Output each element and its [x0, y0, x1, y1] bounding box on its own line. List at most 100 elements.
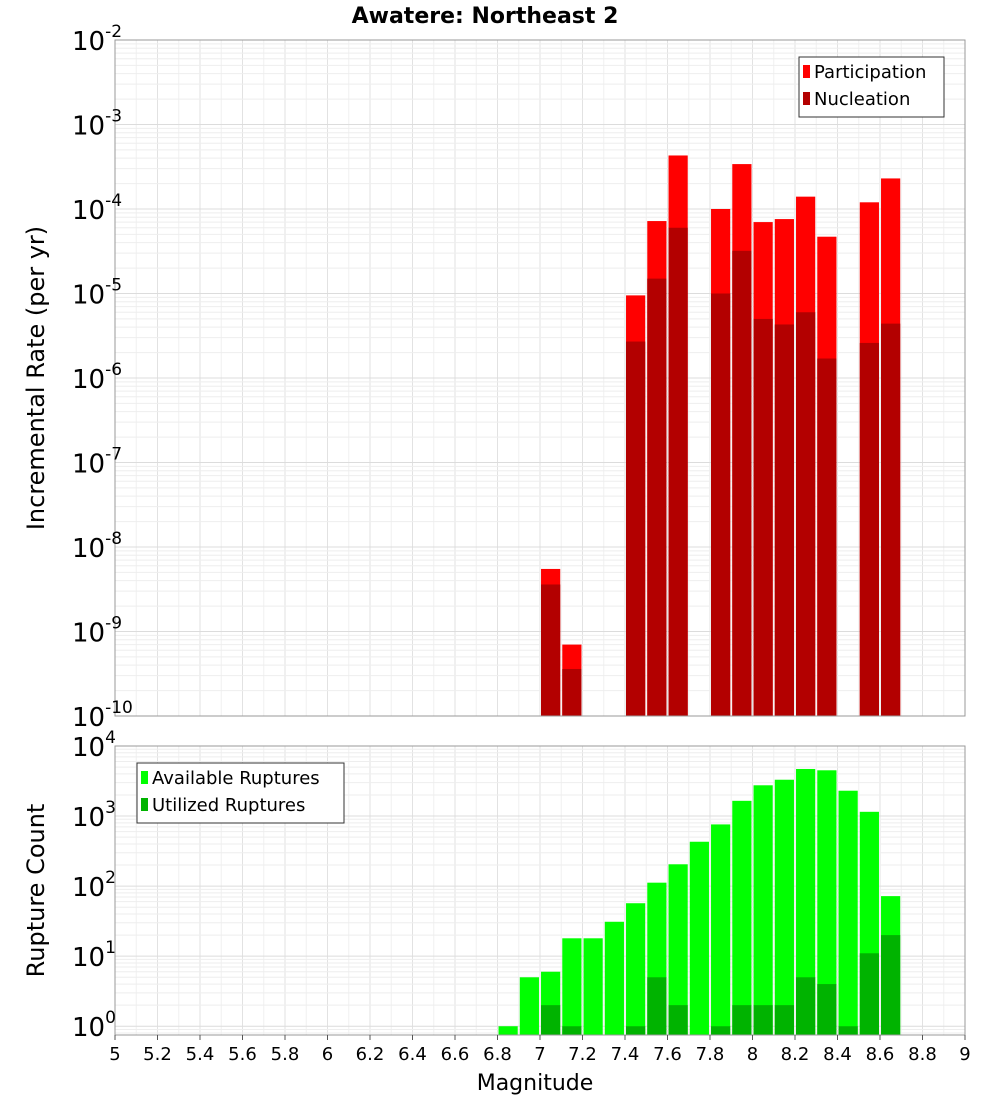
- nucleation-bar: [881, 323, 901, 716]
- available-ruptures-legend-label: Available Ruptures: [152, 768, 320, 789]
- available-ruptures-bar: [838, 790, 858, 1035]
- count-y-axis-label: Rupture Count: [22, 804, 50, 978]
- count-y-tick-label: 101: [72, 938, 116, 973]
- x-tick-label: 5.2: [143, 1044, 172, 1065]
- nucleation-bar: [732, 250, 752, 716]
- x-tick-label: 6: [322, 1044, 333, 1065]
- utilized-ruptures-bar: [838, 1026, 858, 1035]
- count-y-tick-label: 100: [72, 1008, 116, 1043]
- rate-y-tick-label: 10-9: [72, 614, 122, 649]
- count-y-ticks: 100 101 102 103 104: [72, 728, 116, 1043]
- utilized-ruptures-bar: [711, 1026, 731, 1035]
- nucleation-bar: [647, 278, 667, 716]
- rate-y-tick-label: 10-8: [72, 529, 122, 564]
- utilized-ruptures-bar: [774, 1005, 794, 1035]
- utilized-ruptures-bar: [668, 1005, 688, 1035]
- x-tick-label: 8: [747, 1044, 758, 1065]
- available-ruptures-bar: [519, 977, 539, 1035]
- rate-legend-box: [798, 56, 945, 118]
- x-tick-label: 6.2: [356, 1044, 385, 1065]
- nucleation-legend-swatch: [803, 92, 810, 105]
- nucleation-bar: [753, 318, 773, 716]
- available-ruptures-bar: [753, 785, 773, 1035]
- x-tick-label: 5.8: [271, 1044, 300, 1065]
- rate-y-tick-label: 10-3: [72, 107, 122, 142]
- x-tick-label: 7.2: [568, 1044, 597, 1065]
- nucleation-legend-label: Nucleation: [814, 89, 910, 110]
- count-panel: 100 101 102 103 104 5 5.2 5.4 5.6 5.8 6 6.2 6.4 6.6 6…: [22, 728, 971, 1096]
- count-legend: Available Ruptures Utilized Ruptures: [136, 762, 345, 824]
- rate-y-tick-label: 10-2: [72, 22, 122, 57]
- x-tick-label: 7: [534, 1044, 545, 1065]
- count-bars: [498, 768, 901, 1035]
- rate-y-tick-label: 10-6: [72, 360, 122, 395]
- nucleation-bar: [626, 341, 646, 716]
- available-ruptures-bar: [817, 770, 837, 1035]
- utilized-ruptures-bar: [732, 1005, 752, 1035]
- rate-legend: Participation Nucleation: [798, 56, 945, 118]
- utilized-ruptures-bar: [859, 953, 879, 1035]
- x-tick-label: 6.6: [441, 1044, 470, 1065]
- utilized-ruptures-bar: [647, 977, 667, 1035]
- available-ruptures-bar: [668, 864, 688, 1035]
- utilized-ruptures-bar: [541, 1005, 561, 1035]
- count-y-tick-label: 103: [72, 798, 116, 833]
- x-tick-label: 8.8: [908, 1044, 937, 1065]
- participation-legend-label: Participation: [814, 62, 926, 83]
- rate-y-axis-label: Incremental Rate (per yr): [22, 226, 50, 530]
- chart-title: Awatere: Northeast 2: [352, 4, 619, 29]
- rate-y-tick-label: 10-10: [72, 698, 133, 733]
- utilized-ruptures-bar: [881, 935, 901, 1035]
- x-tick-label: 5.6: [228, 1044, 257, 1065]
- x-tick-label: 8.2: [781, 1044, 810, 1065]
- rate-y-tick-label: 10-7: [72, 445, 122, 480]
- available-ruptures-bar: [711, 824, 731, 1035]
- magnitude-x-ticks: 5 5.2 5.4 5.6 5.8 6 6.2 6.4 6.6 6.8 7 7.2 7.4 7.6 7.8 8…: [109, 1035, 971, 1065]
- utilized-ruptures-bar: [626, 1026, 646, 1035]
- rate-panel: 10-10 10-9 10-8 10-7 10-6 10-5 10-4 10-3 10-2 In…: [22, 22, 966, 733]
- utilized-ruptures-legend-label: Utilized Ruptures: [152, 795, 305, 816]
- count-legend-box: [136, 762, 345, 824]
- nucleation-bar: [541, 584, 561, 716]
- utilized-ruptures-bar: [817, 984, 837, 1035]
- nucleation-bar: [774, 324, 794, 716]
- count-y-tick-label: 102: [72, 868, 116, 903]
- rate-y-ticks: 10-10 10-9 10-8 10-7 10-6 10-5 10-4 10-3 10-2: [72, 22, 133, 733]
- x-tick-label: 5.4: [186, 1044, 215, 1065]
- x-tick-label: 8.6: [866, 1044, 895, 1065]
- available-ruptures-bar: [774, 779, 794, 1035]
- nucleation-bar: [711, 293, 731, 716]
- rate-grid: [114, 40, 966, 717]
- nucleation-bar: [796, 312, 816, 716]
- available-ruptures-bar: [689, 841, 709, 1035]
- utilized-ruptures-bar: [562, 1026, 582, 1035]
- nucleation-bar: [668, 227, 688, 716]
- x-tick-label: 9: [959, 1044, 970, 1065]
- available-ruptures-legend-swatch: [141, 771, 148, 784]
- available-ruptures-bar: [604, 921, 624, 1035]
- x-tick-label: 7.4: [611, 1044, 640, 1065]
- x-tick-label: 6.4: [398, 1044, 427, 1065]
- utilized-ruptures-bar: [753, 1005, 773, 1035]
- available-ruptures-bar: [562, 938, 582, 1035]
- participation-legend-swatch: [803, 65, 810, 78]
- x-tick-label: 7.6: [653, 1044, 682, 1065]
- magnitude-x-axis-label: Magnitude: [477, 1071, 594, 1096]
- x-tick-label: 5: [109, 1044, 120, 1065]
- nucleation-bar: [817, 358, 837, 716]
- utilized-ruptures-bar: [796, 977, 816, 1035]
- rate-y-tick-label: 10-4: [72, 191, 122, 226]
- available-ruptures-bar: [732, 800, 752, 1035]
- x-tick-label: 6.8: [483, 1044, 512, 1065]
- count-y-tick-label: 104: [72, 728, 116, 763]
- x-tick-label: 8.4: [823, 1044, 852, 1065]
- nucleation-bar: [859, 342, 879, 716]
- rate-y-tick-label: 10-5: [72, 276, 122, 311]
- nucleation-bar: [562, 668, 582, 716]
- utilized-ruptures-legend-swatch: [141, 798, 148, 811]
- x-tick-label: 7.8: [696, 1044, 725, 1065]
- available-ruptures-bar: [498, 1026, 518, 1035]
- rate-bars: [541, 155, 901, 717]
- available-ruptures-bar: [796, 768, 816, 1035]
